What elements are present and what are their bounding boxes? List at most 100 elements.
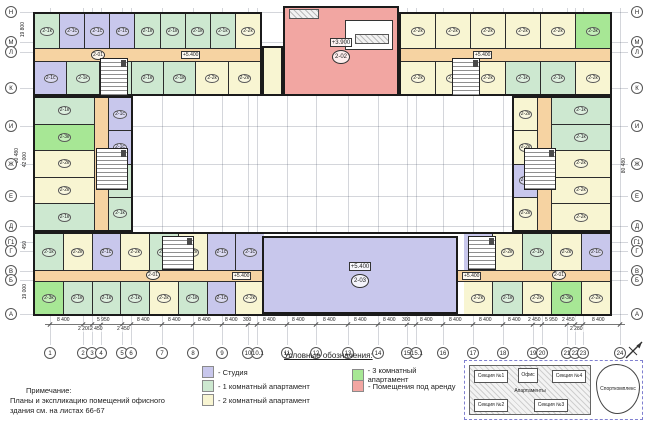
axis-letter-right: И <box>631 120 643 132</box>
unit-two: 2-2к <box>235 14 260 48</box>
axis-letter-right: Г <box>631 245 643 257</box>
axis-letter-left: Л <box>5 46 17 58</box>
unit-label: 2-2к <box>157 293 171 303</box>
dimension: 8 400 <box>478 317 493 323</box>
unit-label: 2-1с <box>214 247 229 257</box>
axis-letter-right: Б <box>631 274 643 286</box>
unit-two: 2-2к <box>493 234 523 270</box>
unit-one: 2-1к <box>185 14 211 48</box>
dimension: 2 450 <box>89 326 104 332</box>
unit-two: 2-2к <box>150 282 179 314</box>
note-line: здания см. на листах 66-67 <box>10 406 105 416</box>
legend-label: - 3 комнатный апартамент <box>367 366 417 384</box>
axis-letter-left: А <box>5 308 17 320</box>
legend-label: - 1 комнатный апартамент <box>218 381 310 391</box>
dimension: 8 400 <box>419 317 434 323</box>
unit-studio: 2-1с <box>207 282 237 314</box>
stair-core <box>162 236 194 270</box>
axis-letter-left: Д <box>5 220 17 232</box>
unit-one: 2-1к <box>135 14 161 48</box>
axis-number: 24 <box>614 347 626 359</box>
dimension: 2 450 <box>527 317 542 323</box>
axis-letter-left: Е <box>5 190 17 202</box>
unit-label: 2-2к <box>128 247 142 257</box>
unit-one: 2-1к <box>35 98 94 125</box>
unit-one: 2-1к <box>35 204 94 230</box>
axis-number: 16 <box>437 347 449 359</box>
unit-studio: 2-1с <box>85 14 111 48</box>
unit-label: 2-3к <box>42 293 56 303</box>
legend-item: - Студия <box>202 366 248 378</box>
unit-one: 2-1к <box>131 62 165 94</box>
legend-item: - Помещения под аренду <box>352 380 456 392</box>
unit-label: 2-1с <box>588 247 603 257</box>
unit-label: 2-1с <box>90 26 105 36</box>
unit-one: 2-1к <box>164 62 197 94</box>
unit-label: 2-2к <box>574 186 588 196</box>
unit-two: 2-2к <box>121 234 150 270</box>
axis-number: 10.1 <box>251 347 264 359</box>
unit-label: 2-2к <box>559 247 574 257</box>
dimension-vertical: 450 <box>22 241 28 250</box>
unit-label: 2-1к <box>551 73 565 83</box>
axis-number: 4 <box>95 347 107 359</box>
unit-label: 2-2к <box>481 73 495 83</box>
unit-studio: 2-1с <box>207 234 237 270</box>
unit-label: 2-3к <box>559 293 574 303</box>
unit-label: 2-2к <box>471 293 485 303</box>
level-mark: +5.400 <box>232 272 252 280</box>
axis-letter-left: М <box>5 36 17 48</box>
grid-line-vertical <box>407 8 408 345</box>
legend-item: - 2 комнатный апартамент <box>202 394 310 406</box>
keyplan-office: Офис <box>518 368 538 383</box>
unit-row: 2-1к2-2к2-1с2-2к2-1к2-2к2-1с2-1с <box>35 234 264 270</box>
unit-two: 2-2к <box>236 282 264 314</box>
dimension: 5 950 <box>544 317 559 323</box>
unit-label: 2-1с <box>243 247 257 257</box>
unit-label: 2-1к <box>76 73 90 83</box>
unit-label: 2-1к <box>516 73 530 83</box>
unit-label: 2-2к <box>205 73 219 83</box>
unit-studio: 2-1с <box>110 14 136 48</box>
unit-studio: 2-1с <box>92 234 122 270</box>
unit-three: 2-3к <box>35 124 94 152</box>
unit-two: 2-2к <box>63 234 93 270</box>
site-boundary <box>464 360 643 420</box>
keyplan-section-4: Секция №4 <box>552 370 586 383</box>
unit-one: 2-1к <box>493 282 523 314</box>
unit-one: 2-1к <box>522 234 553 270</box>
unit-two: 2-2к <box>196 62 229 94</box>
unit-label: 2-1к <box>574 106 588 116</box>
two-room-swatch <box>202 394 214 406</box>
axis-letter-right: К <box>631 82 643 94</box>
unit-column: 2-1к 2-3к 2-2к 2-2к 2-1к <box>35 98 94 230</box>
unit-label: 2-2к <box>500 247 515 257</box>
grid-line-horizontal <box>20 226 628 227</box>
unit-label: 2-1к <box>140 26 155 36</box>
grid-line-vertical <box>443 8 444 345</box>
unit-two: 2-2к <box>228 62 260 94</box>
unit-two: 2-2к <box>552 204 610 230</box>
wing-top-left: 2-1к 2-1с 2-1с 2-1с 2-1к 2-1к 2-1к 2-1к 2-2к 2-0… <box>33 12 262 96</box>
unit-three: 2-3к <box>552 282 582 314</box>
dimension: 8 400 <box>591 317 606 323</box>
unit-studio: 2-1с <box>581 234 611 270</box>
grid-line-vertical <box>473 8 474 345</box>
stair-core <box>524 148 556 190</box>
unit-studio: 2-1с <box>109 98 131 132</box>
unit-two: 2-2к <box>436 14 471 48</box>
legend-label: - Студия <box>218 367 248 377</box>
grid-line-vertical <box>248 8 249 345</box>
dimension-line <box>45 324 625 325</box>
unit-label: 2-1к <box>42 247 56 257</box>
grid-line-horizontal <box>20 196 628 197</box>
room-number: 2-01 <box>146 270 161 280</box>
unit-label: 2-1к <box>140 73 155 83</box>
unit-two: 2-2к <box>35 151 94 178</box>
legend-label: - 2 комнатный апартамент <box>218 395 310 405</box>
room-number: 2-03 <box>350 274 369 288</box>
axis-letter-right: Ж <box>631 158 643 170</box>
unit-label: 2-1к <box>574 132 588 142</box>
unit-label: 2-1к <box>173 73 187 83</box>
unit-two: 2-2к <box>464 282 494 314</box>
